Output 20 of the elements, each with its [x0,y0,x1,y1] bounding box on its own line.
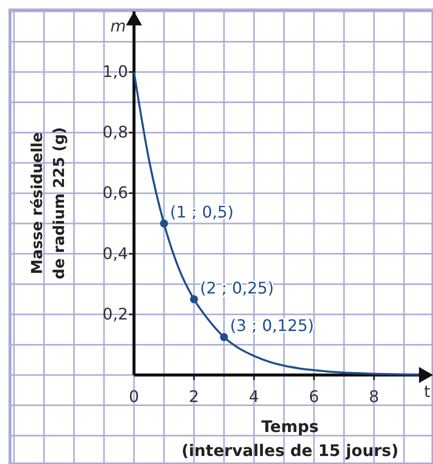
point [190,295,198,304]
x-tick-label: 2 [188,387,200,406]
text: t [424,382,430,401]
y-tick-label: 0,4 [102,244,128,263]
x-axis-title: Temps (intervalles de 15 jours) [181,417,399,460]
annotation: (3 ; 0,125) [230,316,314,336]
y-tick-label: 1,0 [102,62,128,81]
x-tick-label: 6 [308,387,320,406]
text: m [110,16,126,36]
y-axis-title: Masse résiduelle de radium 225 (g) [28,127,68,280]
y-tick-label: 0,8 [102,122,128,142]
x-tick-label: 8 [368,387,380,406]
x-tick-label: 4 [248,387,260,406]
annotation: (1 ; 0,5) [170,202,234,222]
point [160,220,168,228]
y-tick-label: 0,6 [102,183,128,202]
annotation: (2 ; 0,25) [200,278,274,298]
point [220,333,228,342]
x-tick-label: 0 [128,387,140,406]
y-tick-label: 0,2 [102,304,128,324]
